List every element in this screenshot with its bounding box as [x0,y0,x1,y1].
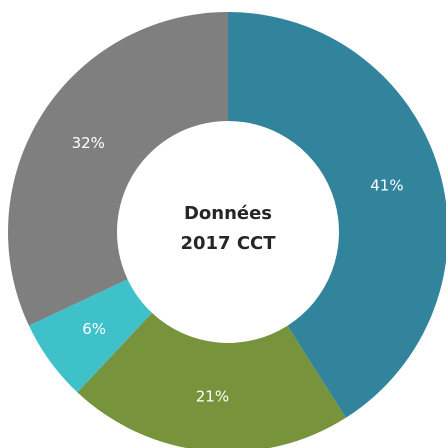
donut-slice [7,12,229,326]
value-label: 21% [196,387,229,405]
donut-slice [28,279,153,393]
value-label: 6% [82,320,106,338]
donut-slice [228,12,446,418]
center-label: 2017 CCT [180,233,276,254]
value-label: 41% [370,176,403,194]
center-label: Données [184,203,272,224]
value-label: 32% [72,134,105,152]
donut-slice [77,312,346,448]
donut [7,12,446,448]
